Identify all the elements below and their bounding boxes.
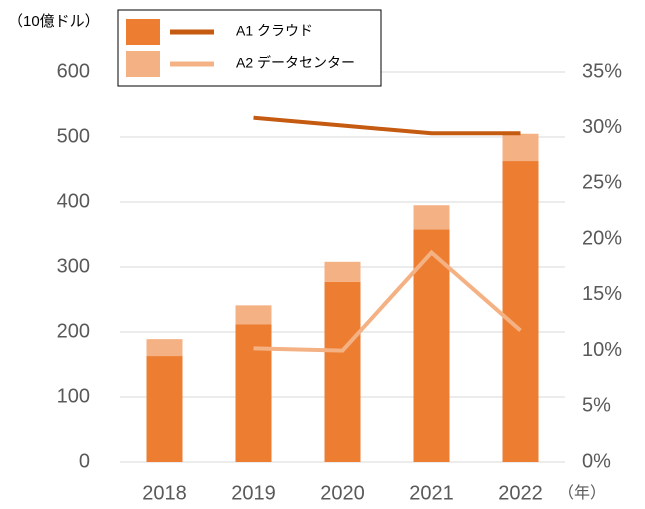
x-tick-label: 2020 [320,482,365,504]
y2-tick-label: 30% [582,116,622,138]
y2-tick-label: 5% [582,395,611,417]
y-tick-label: 500 [57,125,90,147]
bar [235,305,272,325]
y-tick-label: 300 [57,255,90,277]
legend-swatch [126,19,160,45]
bar [146,339,183,357]
bars [146,133,539,463]
x-tick-label: 2018 [142,482,187,504]
line [253,249,522,353]
legend-label: A1 クラウド [236,23,313,39]
y-tick-label: 100 [57,385,90,407]
y2-tick-label: 15% [582,283,622,305]
x-tick-label: 2021 [409,482,454,504]
x-axis-label: （年） [558,484,606,502]
bar [413,205,450,230]
bar [324,281,361,462]
y2-tick-label: 20% [582,227,622,249]
y-tick-label: 200 [57,320,90,342]
y2-tick-label: 25% [582,172,622,194]
line [253,115,521,136]
y2-tick-label: 10% [582,339,622,361]
bar [146,356,183,462]
y-axis-label: （10億ドル） [8,13,100,30]
x-tick-label: 2019 [231,482,276,504]
bar [502,161,539,463]
bar [324,261,361,282]
y2-tick-label: 0% [582,450,611,472]
x-tick-label: 2022 [498,482,543,504]
y2-tick-label: 35% [582,60,622,82]
bar [235,324,272,462]
bar [502,133,539,162]
y-tick-label: 0 [79,450,90,472]
legend-swatch [126,51,160,77]
y-tick-label: 600 [57,60,90,82]
legend-box [117,9,382,87]
legend-label: A2 データセンター [236,55,355,71]
y-tick-label: 400 [57,190,90,212]
lines [253,115,522,353]
